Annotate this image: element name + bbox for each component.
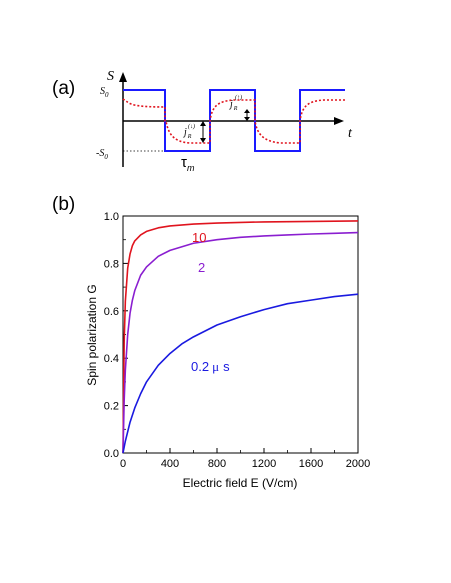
y-tick-label: 0.6 (104, 306, 119, 318)
x-tick-label: 400 (161, 458, 179, 470)
series-line-0 (122, 220, 359, 454)
panel-a-j-up-arrowhead-bottom (244, 117, 250, 121)
panel-a-j-up-label: jR (228, 99, 238, 112)
series-label-2: 2 (198, 260, 205, 275)
y-axis-ticks: 0.0 0.2 0.4 0.6 0.8 1.0 (104, 211, 128, 460)
series-layer (122, 220, 359, 454)
x-tick-label: 2000 (346, 458, 370, 470)
y-tick-label: 0.0 (104, 448, 119, 460)
plot-frame (122, 215, 359, 454)
series-line-2 (122, 293, 359, 454)
x-tick-label: 1600 (299, 458, 323, 470)
x-axis-title: Electric field E (V/cm) (183, 476, 298, 490)
panel-a-label: (a) (52, 78, 75, 99)
panel-a-y-arrow (119, 72, 127, 82)
panel-a-j-down-arrowhead-top (200, 121, 206, 126)
y-tick-label: 0.8 (104, 258, 119, 270)
panel-b-label: (b) (52, 194, 75, 215)
panel-b-chart: (b) 0 400 800 1200 1600 2000 0.0 0.2 0.4 0.6 0.8 1… (52, 194, 370, 490)
panel-a-level-high-label: S0 (100, 86, 109, 99)
panel-a-j-down-label: jR (182, 127, 192, 140)
panel-a-j-down-arrowhead-bottom (200, 138, 206, 143)
panel-a-j-up-arrowhead-top (244, 109, 250, 113)
series-label-10: 10 (192, 230, 206, 245)
series-line-1 (122, 231, 359, 454)
x-tick-label: 0 (120, 458, 126, 470)
panel-a-x-symbol: t (348, 126, 353, 141)
series-label-0-2-us: 0.2 μ s (191, 359, 230, 374)
panel-a-x-arrow (334, 117, 344, 125)
panel-a-level-low-label: -S0 (96, 148, 108, 161)
panel-a-schematic: (a) S t S0 -S0 jR (↓) jR (↑) τm (52, 69, 353, 173)
x-axis-ticks: 0 400 800 1200 1600 2000 (120, 448, 370, 470)
y-tick-label: 0.4 (104, 353, 119, 365)
y-tick-label: 1.0 (104, 211, 119, 223)
panel-a-response-curve (122, 98, 345, 144)
x-tick-label: 1200 (252, 458, 276, 470)
y-axis-title: Spin polarization G (85, 284, 99, 385)
panel-a-tau-label: τm (181, 154, 195, 173)
panel-a-j-down-sup: (↓) (188, 123, 195, 130)
x-tick-label: 800 (208, 458, 226, 470)
panel-a-j-up-sup: (↑) (235, 94, 242, 101)
y-tick-label: 0.2 (104, 401, 119, 413)
panel-a-y-symbol: S (107, 69, 114, 84)
